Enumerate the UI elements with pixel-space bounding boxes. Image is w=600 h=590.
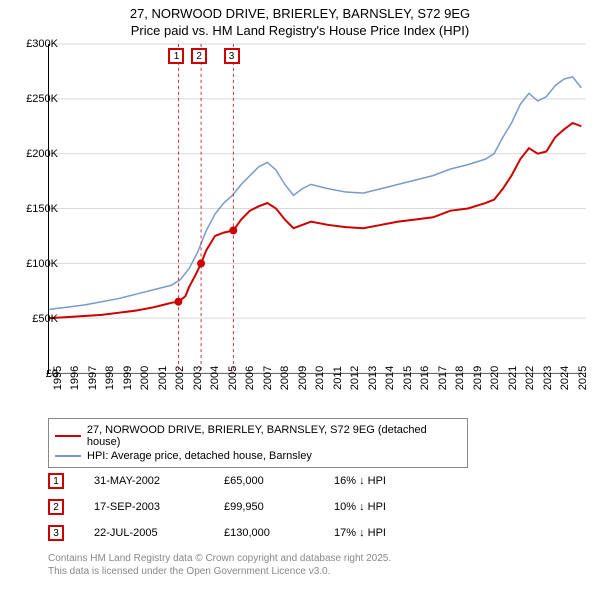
footer-line2: This data is licensed under the Open Gov… [48,565,391,578]
x-tick-label: 2019 [472,366,484,390]
y-tick-label: £150K [14,203,58,215]
legend-label: 27, NORWOOD DRIVE, BRIERLEY, BARNSLEY, S… [87,424,461,448]
legend-swatch [55,455,81,457]
attribution-footer: Contains HM Land Registry data © Crown c… [48,552,391,578]
sales-price: £65,000 [224,475,334,487]
legend-row: HPI: Average price, detached house, Barn… [55,449,461,463]
x-tick-label: 2007 [262,366,274,390]
x-tick-label: 2011 [332,366,344,390]
legend-label: HPI: Average price, detached house, Barn… [87,450,312,462]
y-tick-label: £200K [14,148,58,160]
x-tick-label: 2001 [157,366,169,390]
sales-date: 22-JUL-2005 [94,527,224,539]
chart-marker-2: 2 [191,48,207,64]
x-tick-label: 2008 [279,366,291,390]
title-line1: 27, NORWOOD DRIVE, BRIERLEY, BARNSLEY, S… [0,6,600,23]
x-tick-label: 1998 [104,366,116,390]
x-tick-label: 1997 [87,366,99,390]
x-tick-label: 2016 [419,366,431,390]
chart-marker-3: 3 [224,48,240,64]
sales-delta: 17% ↓ HPI [334,527,444,539]
x-tick-label: 1999 [122,366,134,390]
x-tick-label: 2024 [559,366,571,390]
chart-title: 27, NORWOOD DRIVE, BRIERLEY, BARNSLEY, S… [0,0,600,42]
legend-swatch [55,435,81,437]
y-tick-label: £100K [14,258,58,270]
x-tick-label: 2002 [174,366,186,390]
x-tick-label: 2012 [349,366,361,390]
x-tick-label: 2010 [314,366,326,390]
x-tick-label: 2025 [577,366,589,390]
title-line2: Price paid vs. HM Land Registry's House … [0,23,600,40]
y-tick-label: £300K [14,38,58,50]
sales-row: 3 22-JUL-2005£130,00017% ↓ HPI [48,520,444,546]
plot-area [48,44,586,374]
x-tick-label: 2014 [384,366,396,390]
sales-price: £130,000 [224,527,334,539]
x-tick-label: 2003 [192,366,204,390]
footer-line1: Contains HM Land Registry data © Crown c… [48,552,391,565]
x-tick-label: 2000 [139,366,151,390]
x-tick-label: 2005 [227,366,239,390]
x-tick-label: 2015 [402,366,414,390]
x-tick-label: 2006 [244,366,256,390]
sales-row: 2 17-SEP-2003£99,95010% ↓ HPI [48,494,444,520]
sales-delta: 16% ↓ HPI [334,475,444,487]
sales-price: £99,950 [224,501,334,513]
x-tick-label: 2009 [297,366,309,390]
x-tick-label: 1995 [52,366,64,390]
sales-date: 17-SEP-2003 [94,501,224,513]
x-tick-label: 2004 [209,366,221,390]
x-tick-label: 2017 [437,366,449,390]
x-tick-label: 2023 [542,366,554,390]
sales-row: 1 31-MAY-2002£65,00016% ↓ HPI [48,468,444,494]
sales-delta: 10% ↓ HPI [334,501,444,513]
y-tick-label: £250K [14,93,58,105]
sales-table: 1 31-MAY-2002£65,00016% ↓ HPI 2 17-SEP-2003… [48,468,444,546]
sales-marker-2: 2 [48,499,64,515]
sales-marker-3: 3 [48,525,64,541]
sales-marker-1: 1 [48,473,64,489]
chart-marker-1: 1 [168,48,184,64]
x-tick-label: 2021 [507,366,519,390]
x-tick-label: 2013 [367,366,379,390]
x-tick-label: 2018 [454,366,466,390]
sales-date: 31-MAY-2002 [94,475,224,487]
chart-container: 27, NORWOOD DRIVE, BRIERLEY, BARNSLEY, S… [0,0,600,590]
x-tick-label: 1996 [69,366,81,390]
x-tick-label: 2020 [489,366,501,390]
x-tick-label: 2022 [524,366,536,390]
chart-svg [49,44,586,373]
y-tick-label: £50K [14,313,58,325]
legend-row: 27, NORWOOD DRIVE, BRIERLEY, BARNSLEY, S… [55,423,461,449]
legend: 27, NORWOOD DRIVE, BRIERLEY, BARNSLEY, S… [48,418,468,468]
